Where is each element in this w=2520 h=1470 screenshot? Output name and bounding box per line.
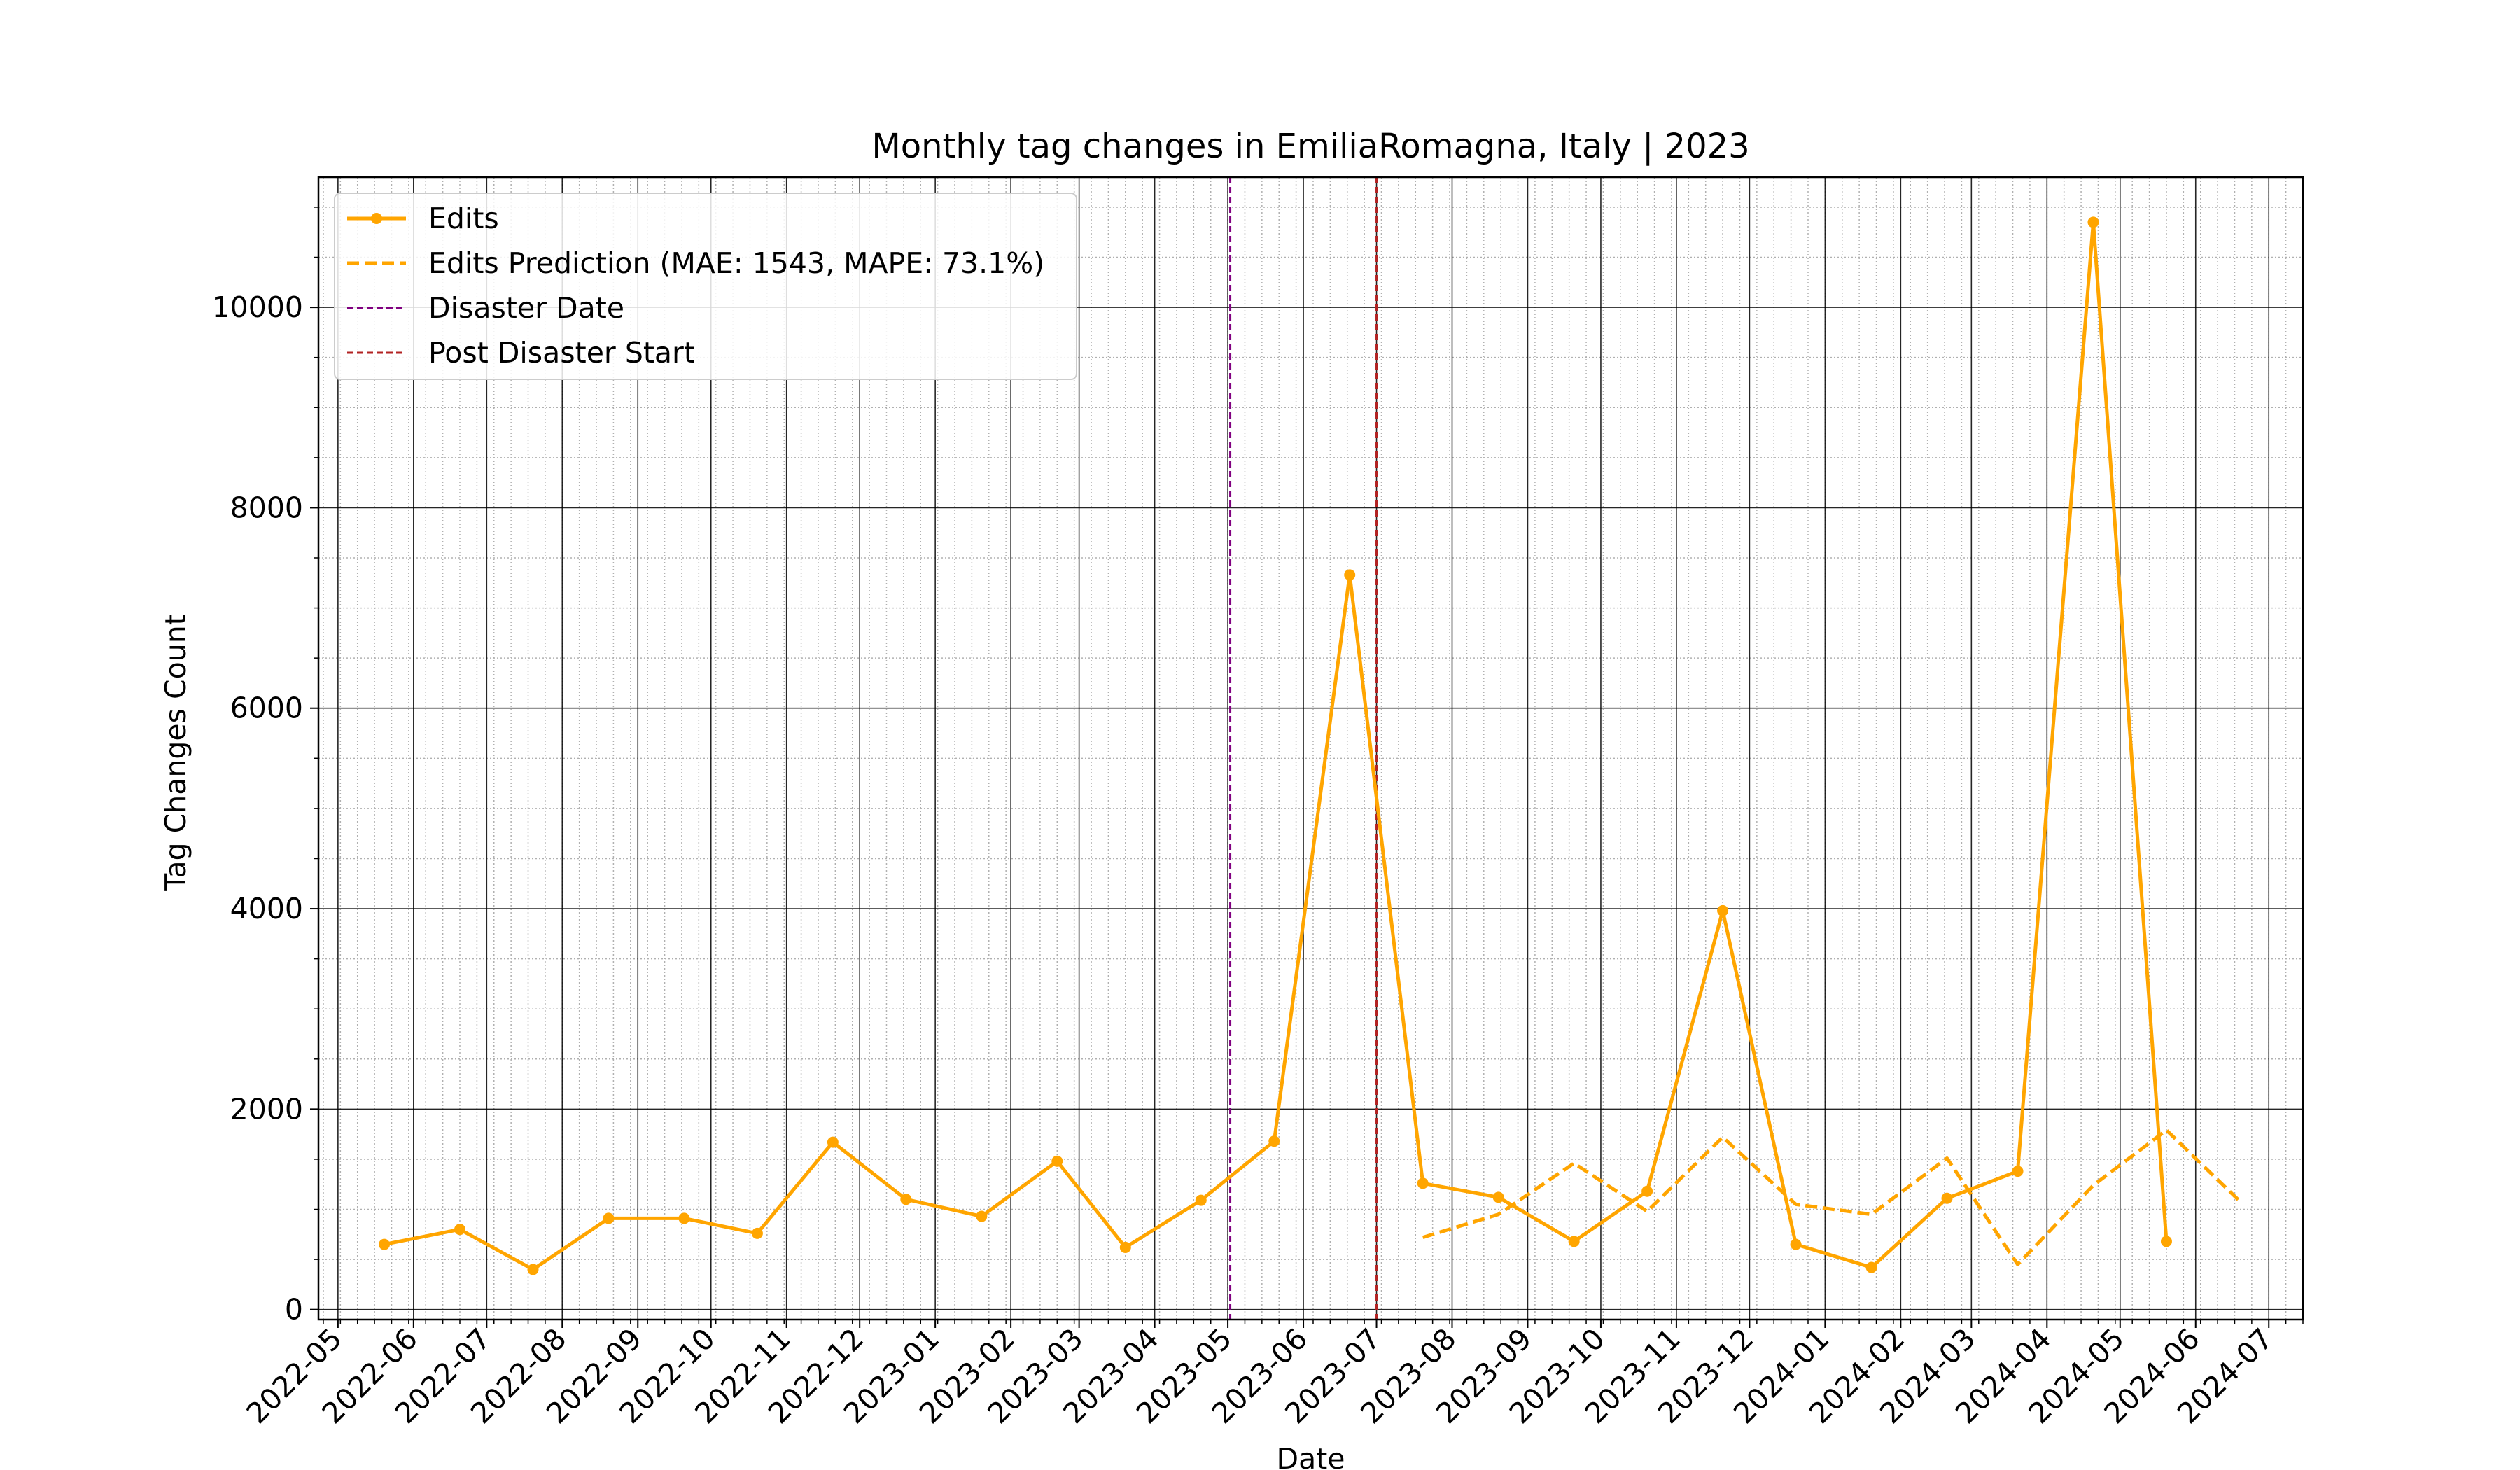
edits-data-point	[1417, 1177, 1429, 1189]
edits-data-point	[1790, 1238, 1802, 1250]
edits-data-point	[1717, 904, 1729, 916]
edits-data-point	[527, 1264, 539, 1275]
y-tick-label: 8000	[230, 491, 303, 524]
y-axis-label: Tag Changes Count	[159, 614, 192, 892]
edits-data-point	[827, 1136, 839, 1148]
edits-data-point	[379, 1238, 391, 1250]
legend-post-disaster-start-label: Post Disaster Start	[428, 336, 695, 370]
y-tick-label: 2000	[230, 1092, 303, 1126]
axis-ticks: 02000400060008000100002022-052022-062022…	[212, 206, 2304, 1430]
x-axis-label: Date	[1277, 1442, 1345, 1470]
y-tick-label: 10000	[212, 290, 303, 324]
series-layer	[379, 216, 2244, 1275]
edits-data-point	[900, 1194, 912, 1205]
legend-prediction-label: Edits Prediction (MAE: 1543, MAPE: 73.1%…	[428, 246, 1044, 280]
legend: Edits Edits Prediction (MAE: 1543, MAPE: …	[334, 192, 1077, 380]
edits-data-point	[1642, 1185, 1653, 1197]
legend-disaster-date-label: Disaster Date	[428, 291, 624, 325]
edits-data-point	[1941, 1192, 1953, 1204]
edits-data-point	[1051, 1155, 1063, 1167]
edits-data-point	[976, 1210, 988, 1222]
prediction-series-line	[1422, 1128, 2244, 1266]
y-tick-label: 0	[285, 1293, 303, 1326]
edits-data-point	[1492, 1191, 1504, 1203]
y-tick-label: 6000	[230, 692, 303, 725]
edits-data-point	[678, 1212, 690, 1224]
edits-data-point	[2160, 1236, 2172, 1247]
legend-edits-marker	[371, 213, 382, 224]
edits-data-point	[751, 1227, 763, 1239]
edits-data-point	[1119, 1241, 1131, 1253]
edits-data-point	[1344, 569, 1356, 581]
edits-data-point	[1568, 1236, 1580, 1247]
edits-data-point	[454, 1224, 466, 1236]
event-lines	[1229, 177, 1378, 1320]
legend-box	[334, 192, 1077, 380]
edits-data-point	[2012, 1166, 2024, 1177]
edits-data-point	[603, 1212, 615, 1224]
edits-data-point	[2087, 216, 2099, 228]
edits-data-point	[1268, 1135, 1280, 1147]
edits-data-point	[1195, 1194, 1207, 1206]
legend-edits-label: Edits	[428, 202, 499, 235]
chart-title: Monthly tag changes in EmiliaRomagna, It…	[872, 127, 1749, 166]
plot-frame	[317, 176, 2304, 1321]
edits-data-point	[1865, 1261, 1877, 1273]
y-tick-label: 4000	[230, 892, 303, 925]
